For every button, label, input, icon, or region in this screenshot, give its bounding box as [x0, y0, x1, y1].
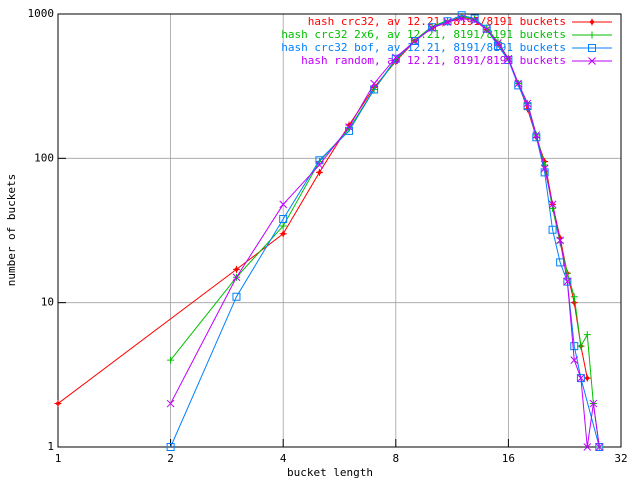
data-point	[556, 236, 564, 245]
data-point	[556, 258, 565, 267]
series-line	[170, 18, 600, 448]
data-point	[232, 273, 241, 282]
data-point	[167, 356, 175, 364]
data-point	[232, 265, 240, 273]
data-point	[514, 79, 523, 88]
data-point	[570, 342, 579, 351]
data-point	[570, 356, 579, 364]
data-point	[523, 99, 532, 108]
data-point	[540, 168, 549, 177]
legend-label: hash crc32, av 12.21, 8191/8191 buckets	[308, 15, 566, 28]
data-point	[411, 37, 419, 45]
data-point	[315, 168, 323, 176]
x-tick-label: 4	[280, 452, 287, 465]
y-tick-label: 1000	[28, 7, 55, 20]
x-axis-label: bucket length	[287, 466, 373, 479]
data-point	[589, 399, 598, 408]
data-point	[583, 331, 591, 339]
data-point	[410, 37, 419, 46]
data-point	[504, 54, 513, 63]
data-point	[443, 17, 452, 26]
y-tick-label: 1	[47, 440, 54, 453]
data-point	[370, 85, 379, 94]
series-line	[170, 16, 600, 448]
data-point	[504, 56, 513, 65]
data-point	[370, 79, 378, 88]
data-point	[428, 24, 436, 32]
series-line	[57, 16, 588, 404]
data-point	[279, 214, 288, 223]
data-point	[391, 53, 400, 62]
x-tick-label: 32	[614, 452, 627, 465]
data-point	[494, 39, 502, 47]
legend-marker	[588, 31, 596, 39]
legend-marker	[588, 18, 596, 26]
series-line	[170, 14, 600, 448]
legend-label: hash random, av 12.21, 8191/8191 buckets	[301, 54, 566, 67]
data-point	[457, 14, 466, 23]
y-axis-label: number of buckets	[5, 174, 18, 287]
data-point	[563, 277, 572, 286]
data-point	[166, 399, 175, 408]
x-tick-label: 2	[167, 452, 174, 465]
data-point	[345, 123, 353, 131]
data-point	[279, 200, 288, 209]
plot-border	[57, 13, 622, 448]
data-point	[279, 222, 287, 230]
data-point	[391, 54, 400, 63]
data-point	[232, 292, 241, 301]
y-tick-label: 100	[34, 151, 54, 164]
data-point	[315, 156, 324, 165]
data-point	[482, 24, 491, 33]
data-point	[583, 374, 591, 382]
data-point	[540, 164, 549, 173]
data-point	[548, 225, 557, 234]
legend-marker	[588, 57, 596, 65]
data-point	[595, 443, 604, 451]
data-point	[443, 18, 452, 26]
data-point	[570, 293, 578, 301]
data-point	[428, 23, 437, 32]
x-tick-label: 8	[392, 452, 399, 465]
data-point	[563, 277, 572, 286]
data-point	[166, 443, 175, 451]
data-point	[563, 269, 571, 277]
data-point	[54, 400, 62, 408]
y-tick-label: 10	[41, 296, 54, 309]
data-point	[493, 42, 502, 51]
x-tick-label: 1	[55, 452, 62, 465]
data-point	[577, 342, 585, 350]
legend-marker	[588, 44, 596, 52]
data-point	[470, 16, 479, 25]
data-point	[583, 443, 592, 451]
data-point	[482, 25, 491, 34]
legend-label: hash crc32 bof, av 12.21, 8191/8191 buck…	[281, 41, 566, 54]
data-point	[532, 131, 541, 139]
data-point	[315, 161, 324, 169]
x-tick-label: 16	[502, 452, 515, 465]
data-point	[577, 374, 585, 382]
data-point	[279, 230, 287, 238]
data-point	[548, 200, 557, 209]
